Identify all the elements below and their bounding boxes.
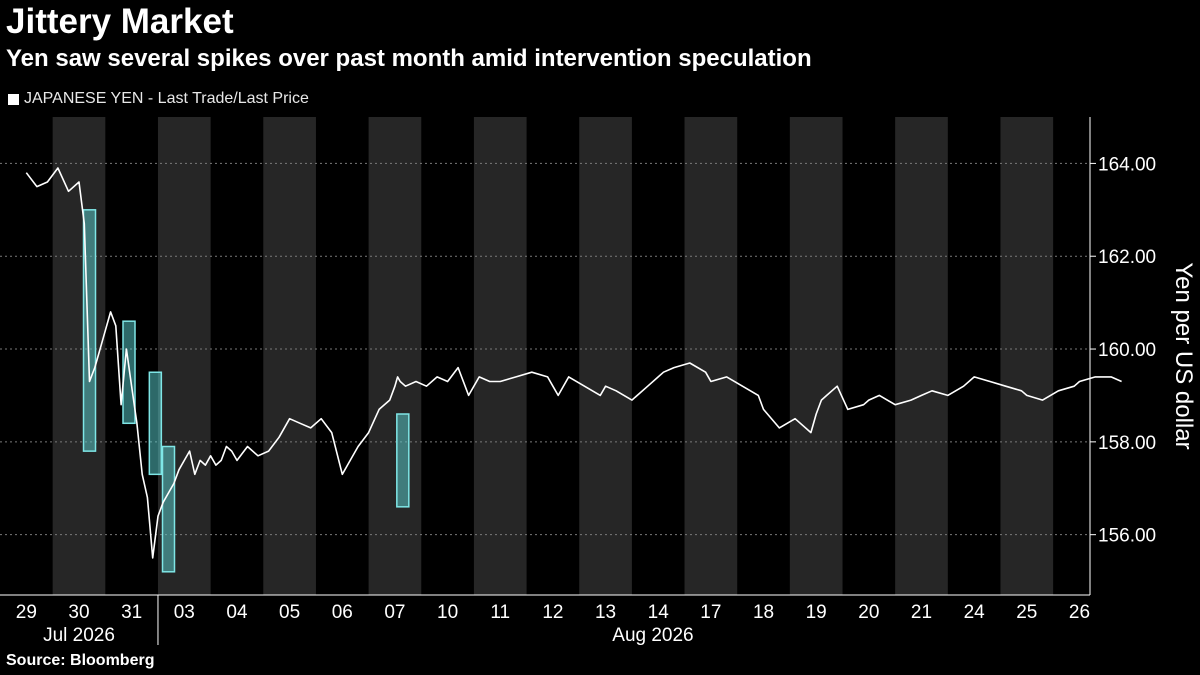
x-tick-label: 17 xyxy=(700,602,721,623)
day-band xyxy=(684,117,738,595)
legend-swatch xyxy=(8,93,19,105)
x-tick-label: 30 xyxy=(68,602,89,623)
x-tick-label: 20 xyxy=(858,602,879,623)
x-tick-label: 25 xyxy=(1016,602,1037,623)
day-band xyxy=(579,117,632,595)
chart-subtitle: Yen saw several spikes over past month a… xyxy=(6,45,812,72)
x-tick-label: 11 xyxy=(490,602,510,623)
x-tick-label: 29 xyxy=(16,602,37,623)
x-tick-label: 14 xyxy=(648,602,670,623)
x-tick-label: 03 xyxy=(174,602,195,623)
x-tick-label: 13 xyxy=(595,602,616,623)
highlight-box xyxy=(396,413,410,508)
day-band xyxy=(263,117,316,595)
month-label: Jul 2026 xyxy=(43,625,115,646)
month-label: Aug 2026 xyxy=(612,625,693,646)
y-tick-label: 162.00 xyxy=(1098,247,1156,268)
highlight-box xyxy=(161,445,176,573)
day-band xyxy=(1000,117,1054,595)
x-tick-label: 07 xyxy=(384,602,405,623)
y-tick-label: 164.00 xyxy=(1098,154,1156,175)
y-axis-label: Yen per US dollar xyxy=(1170,262,1197,449)
x-tick-label: 18 xyxy=(753,602,774,623)
x-tick-label: 06 xyxy=(332,602,353,623)
x-tick-label: 19 xyxy=(806,602,827,623)
y-tick-label: 158.00 xyxy=(1098,433,1156,454)
day-band xyxy=(52,117,106,595)
legend-label: JAPANESE YEN - Last Trade/Last Price xyxy=(24,90,309,107)
x-tick-label: 21 xyxy=(911,602,932,623)
highlight-box xyxy=(148,371,163,476)
x-tick-label: 12 xyxy=(542,602,563,623)
x-tick-label: 04 xyxy=(226,602,248,623)
y-tick-label: 160.00 xyxy=(1098,340,1156,361)
chart-title: Jittery Market xyxy=(6,2,234,41)
series-line xyxy=(25,167,1122,559)
chart-legend: JAPANESE YEN - Last Trade/Last Price xyxy=(8,90,309,108)
x-tick-label: 26 xyxy=(1069,602,1090,623)
x-tick-label: 10 xyxy=(437,602,458,623)
day-band xyxy=(368,117,422,595)
day-band xyxy=(473,117,527,595)
day-band xyxy=(789,117,843,595)
day-band xyxy=(895,117,948,595)
x-tick-label: 05 xyxy=(279,602,300,623)
y-tick-label: 156.00 xyxy=(1098,526,1156,547)
source-note: Source: Bloomberg xyxy=(6,652,155,669)
x-tick-label: 24 xyxy=(964,602,986,623)
x-tick-label: 31 xyxy=(121,602,142,623)
